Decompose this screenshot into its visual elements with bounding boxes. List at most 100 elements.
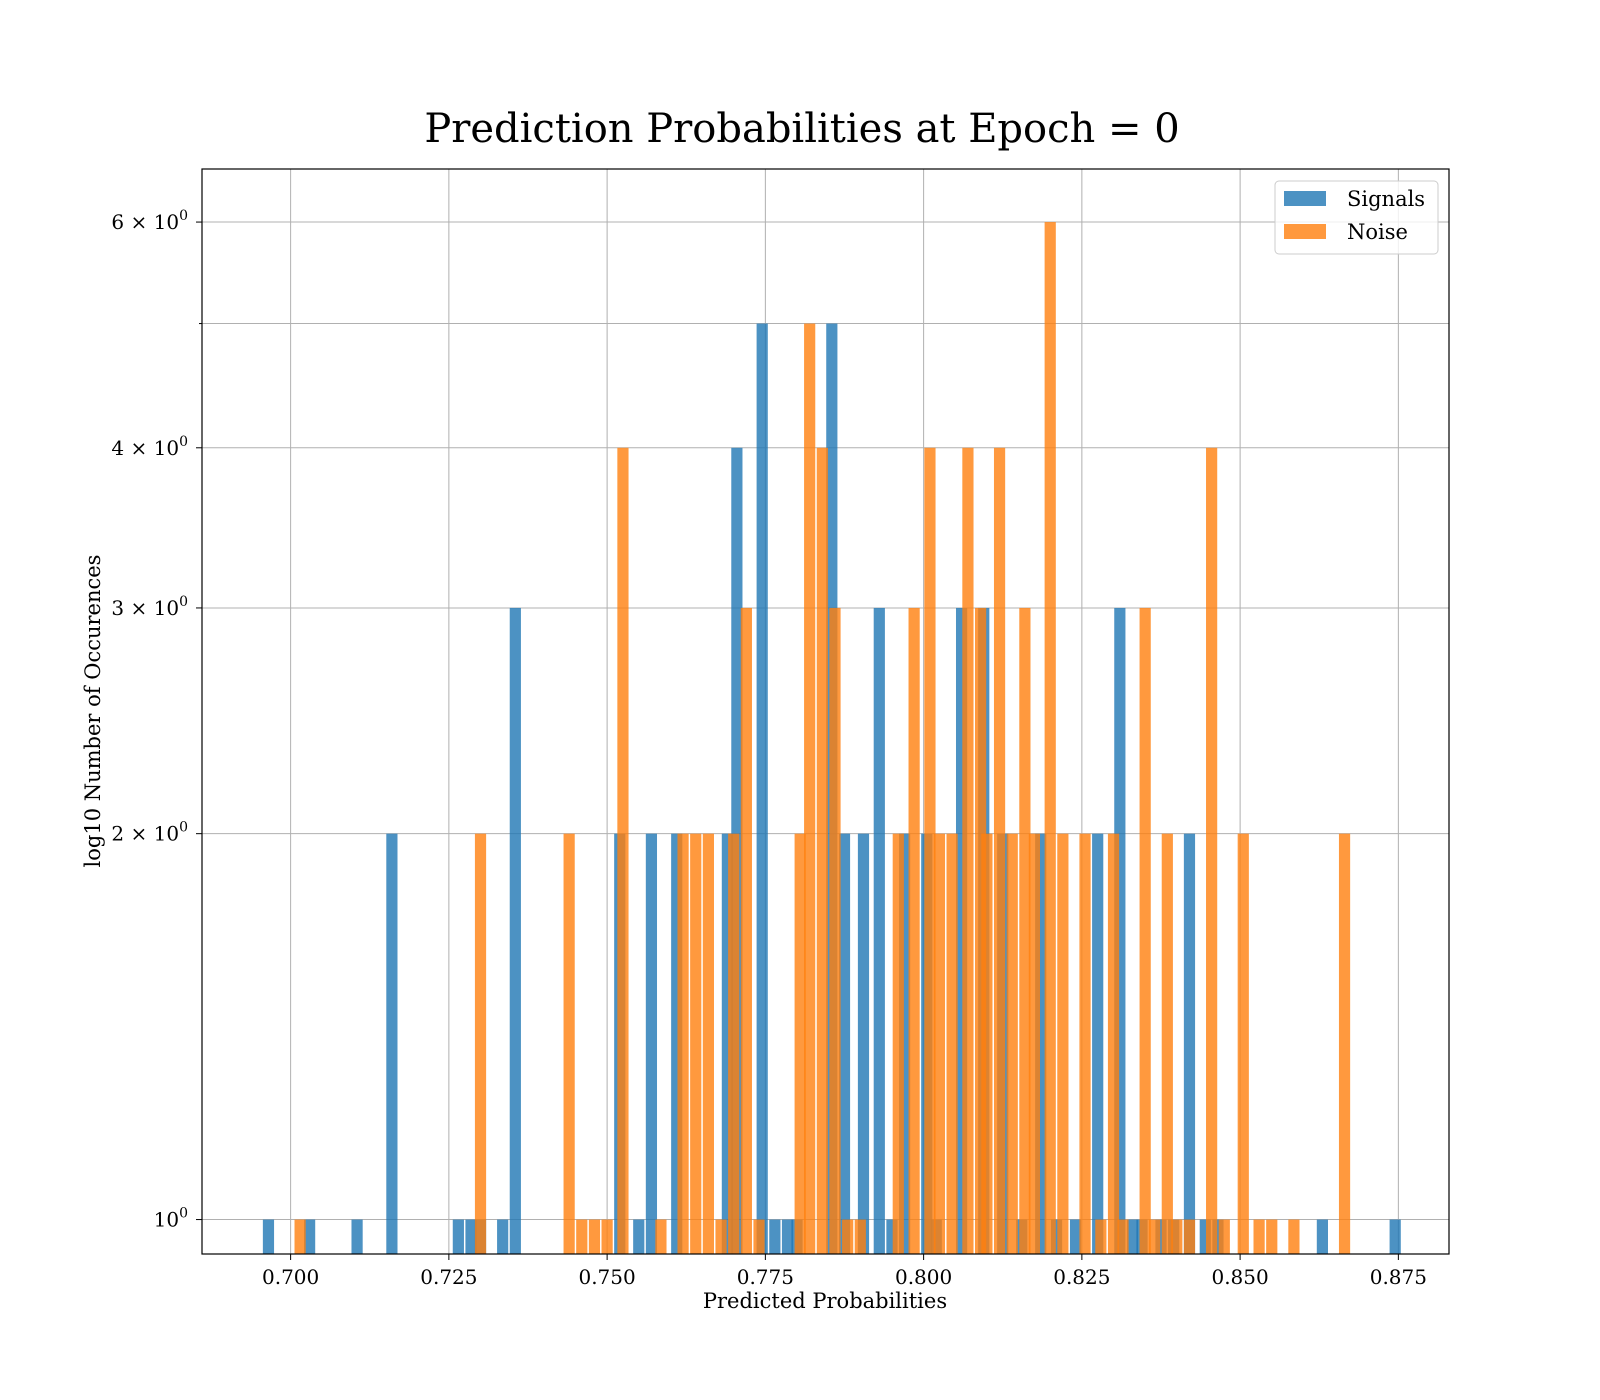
noise-bar bbox=[1057, 833, 1069, 1254]
noise-bar bbox=[1253, 1219, 1265, 1254]
signals-bar bbox=[262, 1219, 275, 1254]
noise-bar bbox=[854, 1219, 866, 1254]
noise-bar bbox=[933, 833, 946, 1254]
signals-bar bbox=[886, 1219, 898, 1254]
x-tick-label: 0.725 bbox=[420, 1265, 477, 1289]
y-tick-label: 2 × 100 bbox=[111, 820, 188, 846]
signals-bar bbox=[1183, 833, 1196, 1254]
noise-bar bbox=[677, 833, 689, 1254]
signals-bar bbox=[351, 1219, 363, 1254]
signals-bar bbox=[304, 1219, 316, 1254]
noise-bar bbox=[1139, 607, 1151, 1254]
signals-bar bbox=[633, 1219, 645, 1254]
y-tick-label: 3 × 100 bbox=[111, 594, 188, 620]
signals-bar bbox=[721, 833, 733, 1254]
noise-bar bbox=[728, 833, 740, 1254]
x-tick-label: 0.775 bbox=[737, 1265, 794, 1289]
x-axis-label: Predicted Probabilities bbox=[703, 1289, 947, 1313]
noise-bar bbox=[563, 833, 575, 1254]
y-tick-label: 4 × 100 bbox=[111, 434, 188, 460]
signals-bar bbox=[838, 833, 851, 1254]
noise-bar bbox=[794, 833, 806, 1254]
x-tick-label: 0.800 bbox=[895, 1265, 952, 1289]
noise-bar bbox=[1149, 1219, 1161, 1254]
y-tick-label: 100 bbox=[154, 1206, 188, 1232]
bars-layer bbox=[262, 222, 1401, 1254]
noise-bar bbox=[962, 447, 974, 1254]
legend-swatch-noise bbox=[1284, 224, 1326, 239]
signals-bar bbox=[465, 1219, 477, 1254]
signals-bar bbox=[1155, 1219, 1167, 1254]
signals-bar bbox=[509, 607, 521, 1254]
signals-bar bbox=[1389, 1219, 1401, 1254]
noise-bar bbox=[617, 447, 629, 1254]
noise-bar bbox=[1206, 447, 1218, 1254]
noise-bar bbox=[1237, 833, 1249, 1254]
noise-bar bbox=[908, 607, 920, 1254]
noise-bar bbox=[804, 323, 816, 1254]
signals-bar bbox=[1092, 833, 1104, 1254]
y-tick-label: 6 × 100 bbox=[111, 208, 188, 234]
signals-bar bbox=[1069, 1219, 1082, 1254]
signals-bar bbox=[899, 833, 911, 1254]
noise-bar bbox=[974, 607, 987, 1254]
noise-bar bbox=[294, 1219, 306, 1254]
noise-bar bbox=[946, 833, 958, 1254]
signals-bar bbox=[1316, 1219, 1328, 1254]
noise-bar bbox=[1095, 1219, 1107, 1254]
signals-bar bbox=[955, 607, 968, 1254]
signals-bar bbox=[756, 323, 768, 1254]
signals-bar bbox=[769, 1219, 781, 1254]
x-tick-label: 0.750 bbox=[578, 1265, 635, 1289]
signals-bar bbox=[1035, 833, 1047, 1254]
signals-bar bbox=[645, 833, 658, 1254]
legend-swatch-signals bbox=[1284, 191, 1326, 206]
noise-bar bbox=[1171, 1219, 1183, 1254]
chart-title: Prediction Probabilities at Epoch = 0 bbox=[424, 106, 1179, 152]
noise-bar bbox=[1338, 833, 1351, 1254]
noise-bar bbox=[1117, 1219, 1129, 1254]
noise-bar bbox=[1006, 833, 1018, 1254]
noise-bar bbox=[690, 833, 702, 1254]
noise-bar bbox=[829, 607, 841, 1254]
signals-bar bbox=[857, 833, 870, 1254]
signals-bar bbox=[452, 1219, 464, 1254]
noise-bar bbox=[588, 1219, 601, 1254]
noise-bar bbox=[474, 833, 487, 1254]
noise-bar bbox=[702, 833, 714, 1254]
noise-bar bbox=[1266, 1219, 1278, 1254]
y-axis-ticks: 100 2 × 100 3 × 100 4 × 100 6 × 100 bbox=[111, 208, 202, 1232]
noise-bar bbox=[1044, 222, 1056, 1254]
noise-bar bbox=[1218, 1219, 1230, 1254]
legend-label-noise: Noise bbox=[1347, 220, 1408, 244]
noise-bar bbox=[1019, 607, 1031, 1254]
signals-bar bbox=[1050, 1219, 1063, 1254]
noise-bar bbox=[1028, 833, 1040, 1254]
noise-bar bbox=[753, 1219, 765, 1254]
gridlines bbox=[202, 169, 1449, 1254]
legend: Signals Noise bbox=[1274, 180, 1439, 255]
noise-bar bbox=[1288, 1219, 1300, 1254]
legend-label-signals: Signals bbox=[1347, 187, 1425, 211]
noise-bar bbox=[892, 833, 904, 1254]
noise-bar bbox=[1107, 833, 1120, 1254]
y-axis-label: log10 Number of Occurences bbox=[81, 555, 105, 868]
x-tick-label: 0.825 bbox=[1053, 1265, 1110, 1289]
noise-bar bbox=[740, 607, 752, 1254]
noise-bar bbox=[924, 447, 936, 1254]
noise-bar bbox=[1183, 1219, 1196, 1254]
noise-bar bbox=[576, 1219, 588, 1254]
signals-bar bbox=[1199, 1219, 1211, 1254]
noise-bar bbox=[601, 1219, 613, 1254]
x-tick-label: 0.850 bbox=[1211, 1265, 1268, 1289]
signals-bar bbox=[497, 1219, 509, 1254]
noise-bar bbox=[842, 1219, 854, 1254]
noise-bar bbox=[981, 833, 993, 1254]
noise-bar bbox=[1161, 833, 1173, 1254]
x-axis-ticks: 0.700 0.725 0.750 0.775 0.800 0.825 0.850 0.875 bbox=[262, 1254, 1427, 1289]
noise-bar bbox=[715, 1219, 727, 1254]
signals-bar bbox=[1114, 607, 1126, 1254]
signals-bar bbox=[386, 833, 398, 1254]
signals-bar bbox=[781, 1219, 794, 1254]
